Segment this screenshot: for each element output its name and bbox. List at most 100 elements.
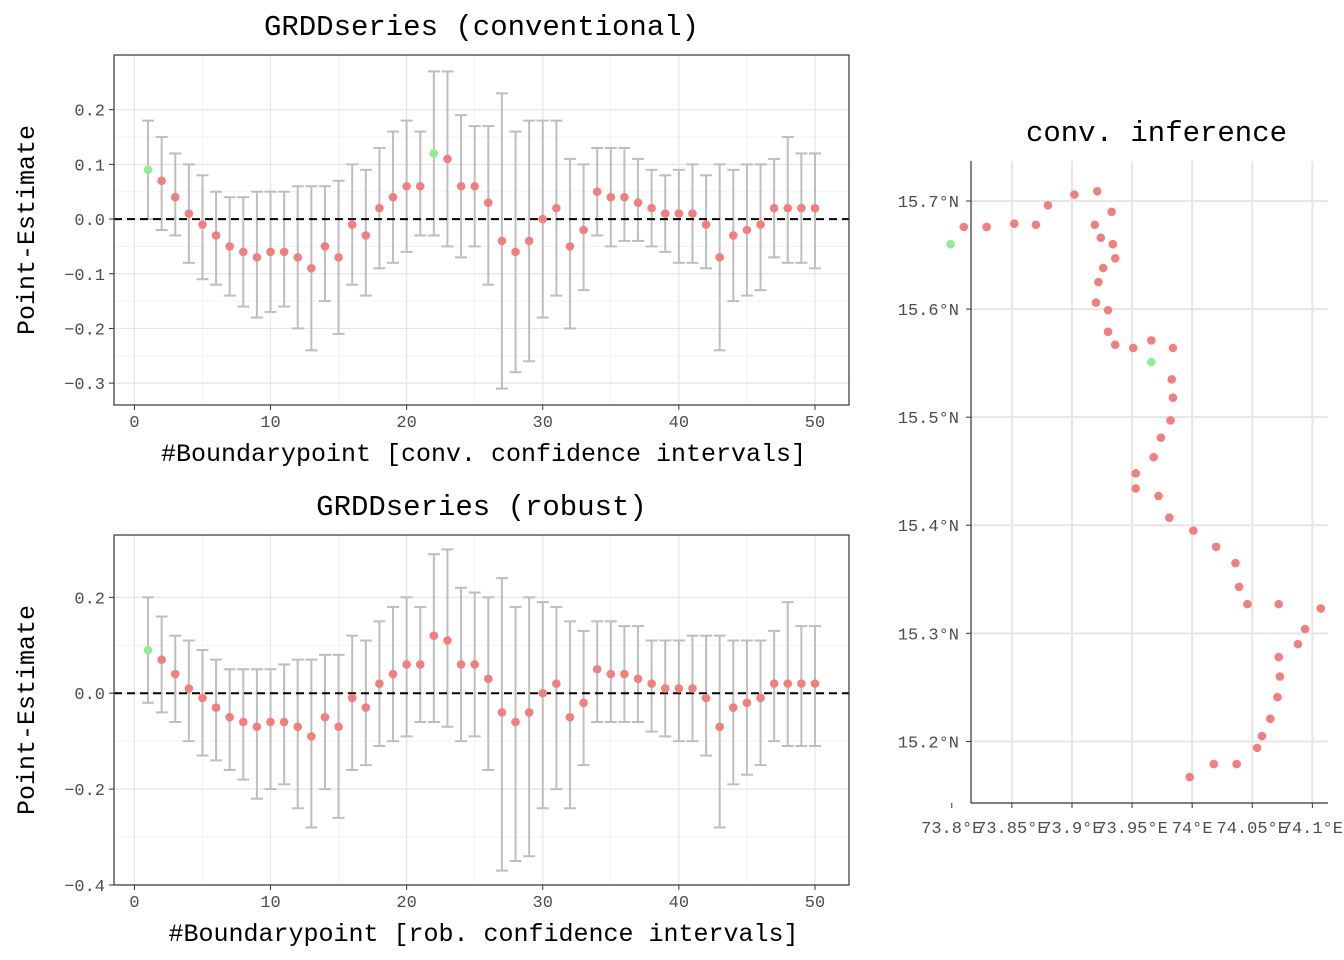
data-point	[783, 679, 793, 688]
data-point	[484, 674, 493, 684]
data-point	[552, 679, 561, 688]
boundary-point	[1094, 277, 1103, 287]
data-point	[415, 660, 425, 669]
boundary-point	[1168, 393, 1178, 402]
data-point	[347, 693, 357, 703]
data-point	[293, 253, 303, 262]
data-point	[769, 679, 779, 688]
data-point	[729, 703, 738, 712]
y-tick-label: 0.0	[74, 212, 105, 231]
x-tick-label: 73.9°E	[1041, 820, 1102, 839]
data-point	[715, 253, 724, 262]
x-tick-label: 10	[260, 894, 280, 913]
x-tick-label: 10	[260, 414, 280, 433]
boundary-point	[1156, 433, 1166, 442]
panel-border	[113, 534, 850, 886]
data-point	[388, 669, 398, 679]
data-point	[375, 679, 384, 688]
data-point	[402, 660, 411, 669]
boundary-point	[959, 222, 969, 232]
boundary-point	[1092, 186, 1102, 196]
x-tick-label: 74°E	[1172, 820, 1213, 839]
boundary-point	[1166, 416, 1175, 425]
boundary-point	[1266, 714, 1275, 723]
boundary-point	[1107, 207, 1116, 217]
boundary-point	[1243, 599, 1252, 609]
data-point	[198, 693, 207, 703]
data-point	[307, 732, 316, 741]
panel-border	[113, 54, 850, 406]
boundary-point	[1185, 772, 1195, 782]
data-point	[388, 192, 398, 202]
data-point	[239, 247, 248, 257]
data-point	[211, 231, 221, 240]
data-point	[497, 236, 507, 246]
data-point	[592, 664, 602, 674]
chart-title: GRDDseries (robust)	[316, 491, 647, 524]
chart-title: GRDDseries (conventional)	[264, 11, 699, 44]
data-point	[334, 722, 343, 732]
boundary-point	[1168, 343, 1178, 353]
x-tick-label: 73.95°E	[1096, 820, 1167, 839]
data-point	[538, 688, 548, 698]
data-point	[688, 209, 697, 218]
data-point	[647, 203, 656, 213]
boundary-point	[1096, 233, 1106, 243]
boundary-point	[1090, 220, 1100, 230]
x-tick-label: 20	[396, 414, 416, 433]
data-point	[470, 181, 479, 191]
data-point	[456, 181, 466, 191]
data-point	[620, 669, 629, 679]
boundary-point	[1232, 759, 1241, 769]
boundary-point	[1147, 357, 1156, 367]
data-point	[592, 187, 602, 197]
boundary-point	[946, 239, 955, 249]
y-tick-label: −0.3	[64, 376, 105, 395]
data-point	[266, 717, 275, 727]
data-point	[225, 712, 234, 722]
data-point	[524, 708, 534, 717]
y-tick-label: −0.1	[64, 267, 105, 286]
x-tick-label: 30	[533, 414, 553, 433]
data-point	[184, 209, 194, 218]
data-point	[143, 645, 153, 655]
boundary-point	[1131, 484, 1140, 493]
data-point	[279, 247, 289, 257]
boundary-point	[1110, 340, 1120, 350]
data-point	[484, 198, 493, 207]
data-point	[347, 220, 357, 229]
x-tick-label: 73.8°E	[921, 820, 982, 839]
data-point	[429, 631, 439, 640]
data-point	[361, 231, 371, 240]
y-tick-label: −0.2	[64, 782, 105, 801]
boundary-point	[1147, 336, 1156, 345]
data-point	[511, 247, 520, 257]
data-point	[660, 684, 670, 693]
chart-map-inference: 73.8°E73.85°E73.9°E73.95°E 74°E 74.05°E74.…	[898, 117, 1343, 839]
chart-title: conv. inference	[1026, 117, 1287, 150]
data-point	[729, 231, 738, 240]
y-tick-label: 15.6°N	[898, 302, 959, 321]
boundary-point	[1274, 599, 1284, 609]
data-point	[415, 181, 425, 191]
boundary-point	[1211, 542, 1221, 552]
data-point	[579, 225, 588, 235]
data-point	[742, 698, 752, 708]
data-point	[674, 684, 684, 693]
x-tick-label: 40	[669, 894, 689, 913]
boundary-point	[1070, 190, 1079, 199]
data-point	[769, 203, 779, 213]
boundary-point	[1128, 343, 1138, 353]
data-point	[266, 247, 275, 257]
data-point	[361, 703, 371, 712]
boundary-point	[1275, 672, 1285, 681]
data-point	[579, 698, 588, 708]
data-point	[375, 203, 384, 213]
data-point	[443, 636, 452, 645]
data-point	[701, 220, 711, 229]
data-point	[293, 722, 303, 732]
data-point	[511, 717, 520, 727]
y-tick-label: −0.4	[64, 878, 105, 897]
y-tick-label: 15.3°N	[898, 626, 959, 645]
boundary-point	[1300, 624, 1310, 634]
